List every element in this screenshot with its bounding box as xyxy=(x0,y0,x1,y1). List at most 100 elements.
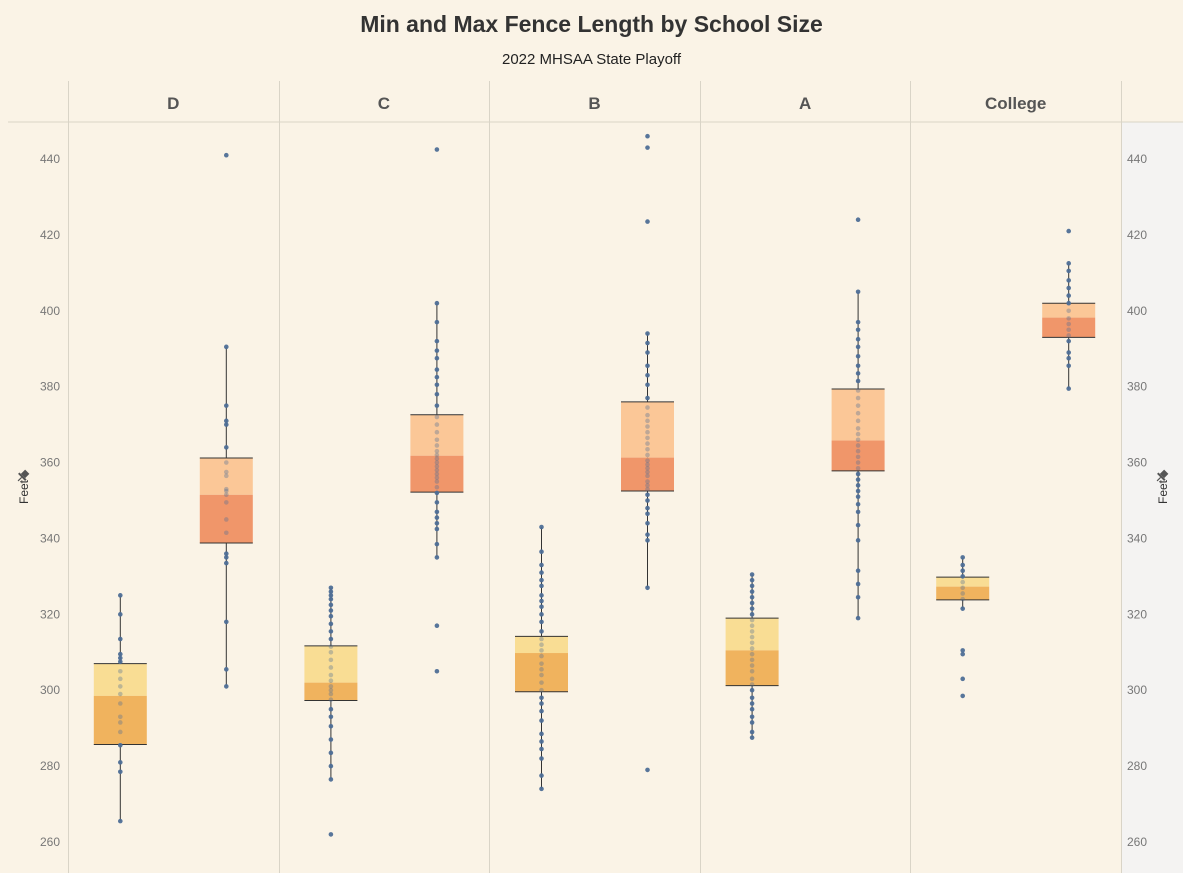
data-point xyxy=(645,435,650,441)
data-point xyxy=(855,388,861,393)
data-point xyxy=(645,458,650,463)
data-point xyxy=(434,555,440,560)
data-point xyxy=(855,454,861,460)
data-point xyxy=(960,562,965,568)
data-point xyxy=(645,505,650,511)
data-point xyxy=(224,517,229,522)
data-point xyxy=(749,594,755,600)
data-point xyxy=(224,469,229,475)
data-point xyxy=(645,219,650,224)
data-point xyxy=(434,475,440,481)
data-point xyxy=(539,708,544,714)
data-point xyxy=(1066,327,1071,333)
data-point xyxy=(224,403,229,408)
y-tick-label: 420 xyxy=(1127,228,1147,242)
box-a-min xyxy=(725,572,779,740)
data-point xyxy=(224,555,229,560)
data-point xyxy=(539,636,544,642)
data-point xyxy=(328,706,334,712)
y-axis-right: 260 280 300 320 340 360 380 400 420 440 Feet xyxy=(1127,152,1170,849)
data-point xyxy=(328,636,334,642)
data-point xyxy=(855,217,861,223)
data-point xyxy=(539,687,544,693)
data-point xyxy=(434,422,440,427)
data-point xyxy=(328,629,334,634)
data-point xyxy=(539,756,544,761)
y-tick-label: 440 xyxy=(40,152,60,166)
data-point xyxy=(645,363,650,369)
box-c-min xyxy=(304,585,358,837)
data-point xyxy=(118,720,123,725)
data-point xyxy=(328,678,334,684)
data-point xyxy=(328,649,334,655)
data-point xyxy=(224,445,229,450)
data-point xyxy=(855,319,861,325)
data-point xyxy=(855,494,861,500)
data-point xyxy=(328,737,334,742)
data-point xyxy=(224,344,229,350)
box-upper xyxy=(93,663,147,696)
y-tick-label: 280 xyxy=(1127,759,1147,773)
data-point xyxy=(539,667,544,672)
data-point xyxy=(434,515,440,520)
data-point xyxy=(749,572,755,577)
box-lower xyxy=(725,650,779,686)
data-point xyxy=(328,621,334,627)
data-point xyxy=(118,612,123,617)
data-point xyxy=(1066,268,1071,274)
data-point xyxy=(434,348,440,353)
data-point xyxy=(434,443,440,448)
panel-dividers xyxy=(8,81,1183,873)
data-point xyxy=(328,684,334,689)
box-lower xyxy=(304,682,358,701)
data-point xyxy=(118,691,123,697)
data-point xyxy=(434,541,440,547)
y-tick-label: 260 xyxy=(1127,835,1147,849)
data-point xyxy=(434,668,440,674)
data-point xyxy=(328,750,334,756)
data-point xyxy=(855,426,861,431)
data-point xyxy=(855,344,861,350)
data-point xyxy=(434,509,440,515)
box-plots xyxy=(93,133,1096,837)
box-upper xyxy=(831,388,885,441)
data-point xyxy=(645,133,650,139)
data-point xyxy=(645,446,650,452)
data-point xyxy=(328,697,334,703)
data-point xyxy=(118,593,123,598)
data-point xyxy=(539,718,544,723)
data-point xyxy=(224,418,229,424)
data-point xyxy=(855,363,861,369)
data-point xyxy=(1066,321,1071,327)
data-point xyxy=(749,714,755,720)
data-point xyxy=(855,460,861,465)
y-tick-label: 400 xyxy=(1127,304,1147,318)
box-lower xyxy=(410,455,464,493)
chart-title: Min and Max Fence Length by School Size xyxy=(360,11,823,37)
data-point xyxy=(645,532,650,537)
data-point xyxy=(328,672,334,678)
data-point xyxy=(1066,308,1071,314)
data-point xyxy=(224,684,229,689)
data-point xyxy=(434,526,440,532)
data-point xyxy=(224,551,229,556)
data-point xyxy=(539,701,544,706)
y-tick-label: 440 xyxy=(1127,152,1147,166)
data-point xyxy=(539,786,544,792)
data-point xyxy=(434,452,440,458)
box-d-max xyxy=(199,152,253,689)
data-point xyxy=(118,651,123,657)
y-tick-label: 320 xyxy=(1127,607,1147,621)
data-point xyxy=(960,568,965,573)
panel-label-a: A xyxy=(799,94,811,113)
data-point xyxy=(434,367,440,372)
panel-label-college: College xyxy=(985,94,1046,113)
data-point xyxy=(645,424,650,429)
data-point xyxy=(434,490,440,496)
data-point xyxy=(328,596,334,602)
data-point xyxy=(645,350,650,355)
y-tick-label: 340 xyxy=(40,531,60,545)
y-tick-label: 360 xyxy=(40,456,60,470)
data-point xyxy=(855,522,861,528)
